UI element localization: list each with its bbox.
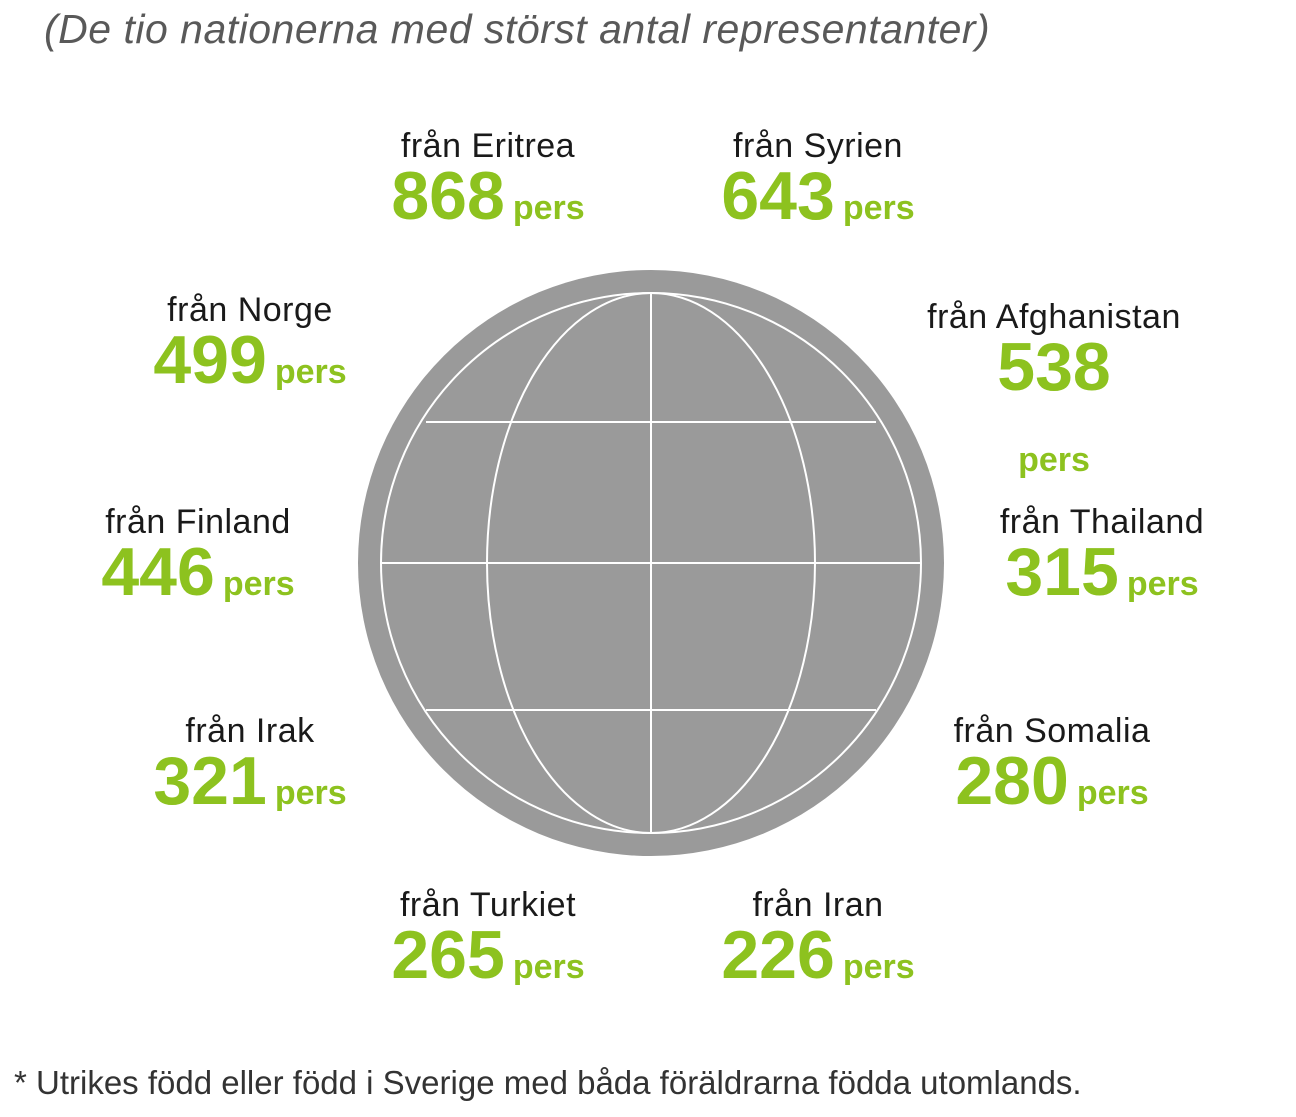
country-label: från Turkiet — [399, 886, 577, 924]
country-syrien: från Syrien 643 pers — [668, 126, 968, 251]
country-turkiet: från Turkiet 265 pers — [338, 885, 638, 1010]
unit-label: pers — [222, 565, 295, 603]
globe-icon — [358, 270, 944, 856]
unit-label: pers — [1018, 441, 1090, 479]
country-norge: från Norge 499 pers — [100, 290, 400, 415]
country-iran: från Iran 226 pers — [668, 885, 968, 1010]
unit-label: pers — [842, 189, 915, 227]
country-somalia: från Somalia 280 pers — [902, 711, 1202, 836]
country-count: 538 — [997, 329, 1111, 405]
country-label: från Syrien — [733, 127, 903, 165]
footnote: * Utrikes född eller född i Sverige med … — [14, 1064, 1082, 1101]
unit-label: pers — [842, 948, 915, 986]
country-count: 643 — [721, 158, 835, 234]
country-count: 446 — [101, 534, 215, 610]
country-label: från Norge — [167, 291, 333, 329]
country-count: 321 — [153, 743, 267, 819]
country-afghanistan: från Afghanistan 538 pers — [904, 297, 1204, 480]
country-count: 499 — [153, 322, 267, 398]
unit-label: pers — [512, 948, 585, 986]
country-count: 280 — [955, 743, 1069, 819]
country-label: från Eritrea — [400, 127, 576, 165]
country-count: 868 — [391, 158, 505, 234]
unit-label: pers — [274, 774, 347, 812]
country-finland: från Finland 446 pers — [48, 502, 348, 627]
country-count: 226 — [721, 917, 835, 993]
country-label: från Afghanistan — [927, 298, 1181, 336]
country-label: från Finland — [105, 503, 291, 541]
unit-label: pers — [274, 353, 347, 391]
country-label: från Irak — [185, 712, 315, 750]
country-label: från Somalia — [953, 712, 1151, 750]
country-label: från Thailand — [999, 503, 1205, 541]
unit-label: pers — [512, 189, 585, 227]
country-count: 315 — [1005, 534, 1119, 610]
country-count: 265 — [391, 917, 505, 993]
country-irak: från Irak 321 pers — [100, 711, 400, 836]
unit-label: pers — [1126, 565, 1199, 603]
country-eritrea: från Eritrea 868 pers — [338, 126, 638, 251]
unit-label: pers — [1076, 774, 1149, 812]
country-label: från Iran — [752, 886, 884, 924]
subtitle: (De tio nationerna med störst antal repr… — [44, 6, 991, 52]
country-thailand: från Thailand 315 pers — [952, 502, 1252, 627]
